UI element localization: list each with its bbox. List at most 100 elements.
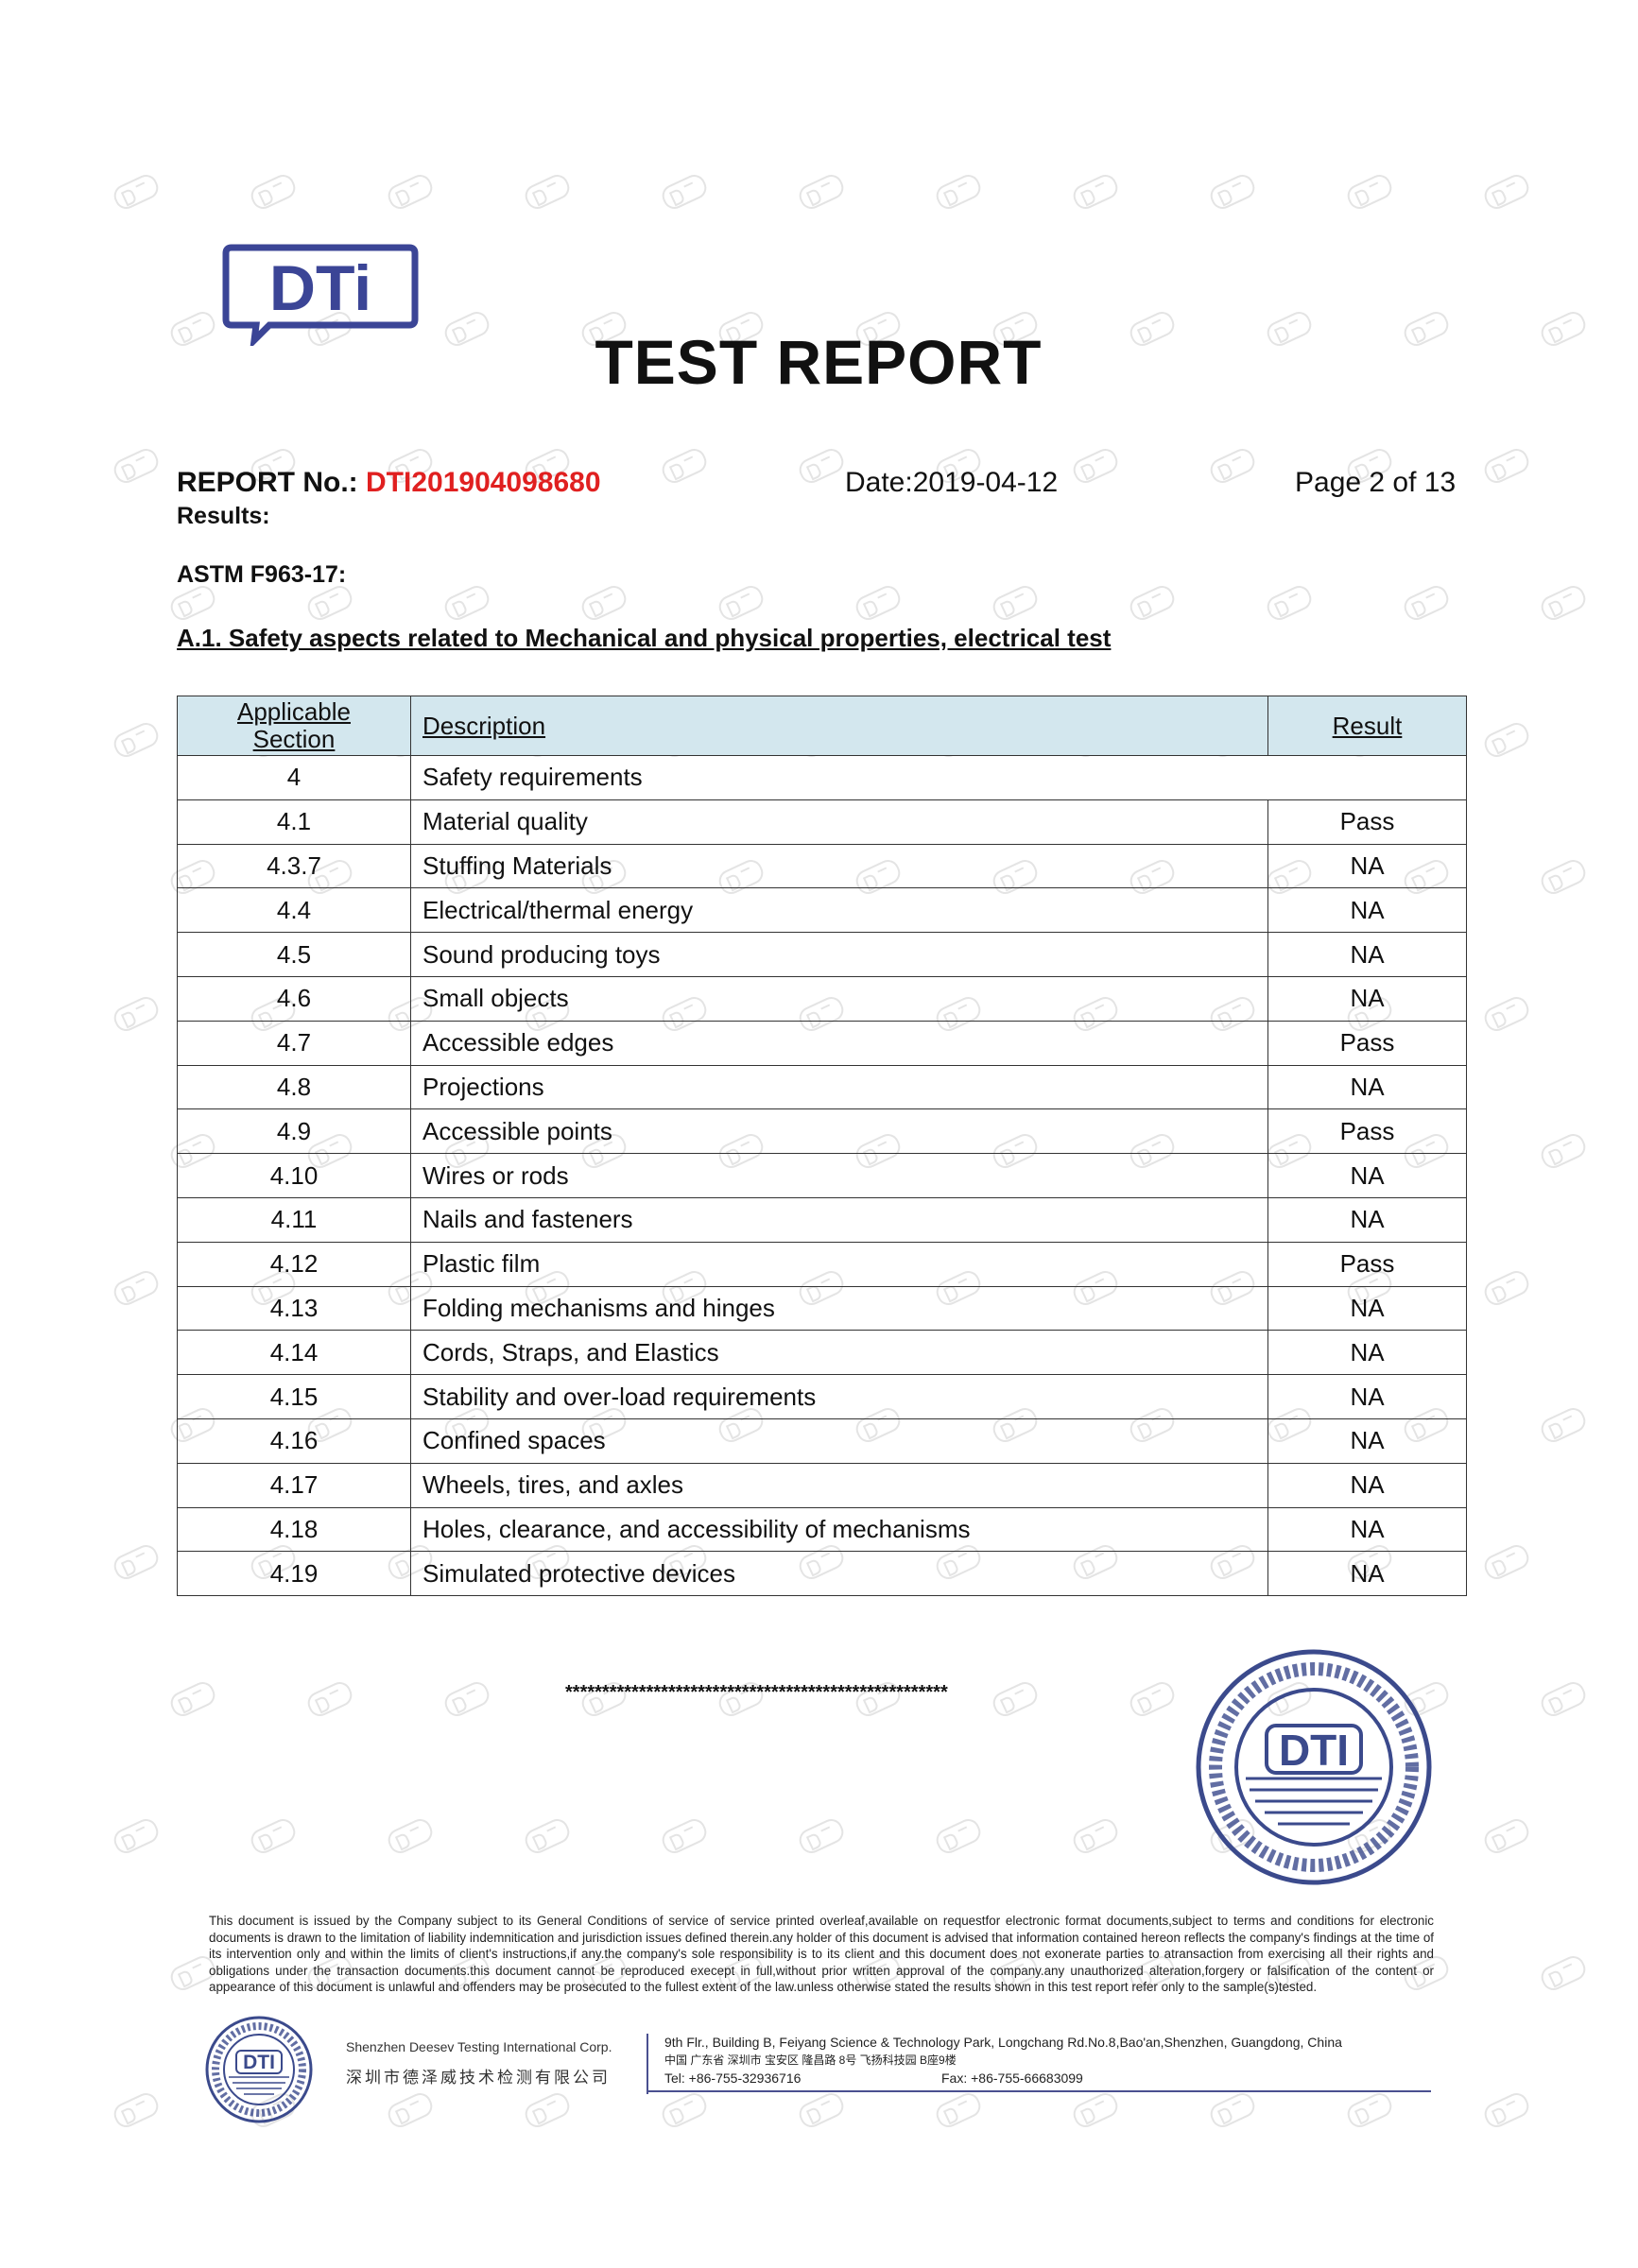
phone-number: Tel: +86-755-32936716 [664, 2070, 802, 2086]
cell-section: 4.4 [177, 887, 411, 934]
watermark-dti-mark [1206, 2089, 1259, 2131]
cell-description: Stuffing Materials [410, 843, 1268, 889]
footer-divider-horizontal [647, 2090, 1431, 2092]
cell-section: 4.6 [177, 975, 411, 1022]
cell-description: Cords, Straps, and Elastics [410, 1330, 1268, 1376]
footer-divider-vertical [647, 2034, 648, 2094]
cell-result: NA [1267, 1506, 1467, 1553]
report-number-value: DTI201904098680 [366, 467, 601, 498]
cell-result: NA [1267, 1551, 1467, 1597]
watermark-dti-mark [1480, 993, 1533, 1035]
cell-description: Nails and fasteners [410, 1196, 1268, 1243]
watermark-dti-mark [1069, 2089, 1122, 2131]
cell-description: Safety requirements [410, 755, 1467, 800]
stamp-center-text: DTI [1279, 1726, 1349, 1775]
cell-description: Accessible points [410, 1108, 1268, 1155]
cell-section: 4 [177, 755, 411, 800]
disclaimer-text: This document is issued by the Company s… [209, 1914, 1434, 1994]
cell-description: Projections [410, 1064, 1268, 1110]
watermark-dti-mark [1537, 856, 1590, 898]
cell-section: 4.11 [177, 1196, 411, 1243]
results-label: Results: [177, 503, 270, 529]
end-marker: ****************************************… [565, 1682, 948, 1703]
table-row: 4.1 Material quality Pass [177, 799, 1467, 845]
watermark-dti-mark [1480, 1267, 1533, 1309]
watermark-dti-mark [1537, 1404, 1590, 1446]
watermark-dti-mark [795, 2089, 848, 2131]
report-number: REPORT No.: DTI201904098680 [177, 467, 601, 499]
cell-description: Electrical/thermal energy [410, 887, 1268, 934]
table-row: 4.4 Electrical/thermal energy NA [177, 887, 1467, 934]
watermark-dti-mark [1126, 1678, 1179, 1720]
table-row: 4.15 Stability and over-load requirements… [177, 1374, 1467, 1419]
watermark-dti-mark [303, 1678, 356, 1720]
watermark-dti-mark [1480, 171, 1533, 213]
watermark-dti-mark [795, 1815, 848, 1857]
cell-result: Pass [1267, 1020, 1467, 1066]
watermark-dti-mark [1480, 445, 1533, 487]
watermark-dti-mark [166, 1678, 219, 1720]
watermark-dti-mark [658, 1815, 711, 1857]
cell-result: NA [1267, 1285, 1467, 1332]
cell-result: NA [1267, 1064, 1467, 1110]
table-row: 4.7 Accessible edges Pass [177, 1020, 1467, 1066]
company-name-en: Shenzhen Deesev Testing International Co… [346, 2039, 612, 2054]
table-row: 4.11 Nails and fasteners NA [177, 1196, 1467, 1243]
watermark-dti-mark [1206, 445, 1259, 487]
cell-description: Stability and over-load requirements [410, 1374, 1268, 1419]
cell-section: 4.17 [177, 1462, 411, 1508]
watermark-dti-mark [440, 1678, 493, 1720]
watermark-dti-mark [932, 171, 985, 213]
table-row: 4.19 Simulated protective devices NA [177, 1551, 1467, 1597]
cell-section: 4.16 [177, 1418, 411, 1464]
watermark-dti-mark [1480, 1815, 1533, 1857]
cell-result: NA [1267, 932, 1467, 977]
section-title: A.1. Safety aspects related to Mechanica… [177, 624, 1112, 652]
watermark-dti-mark [110, 719, 163, 761]
table-row: 4.6 Small objects NA [177, 975, 1467, 1022]
cell-section: 4.8 [177, 1064, 411, 1110]
cell-description: Simulated protective devices [410, 1551, 1268, 1597]
watermark-dti-mark [1537, 1130, 1590, 1172]
cell-description: Holes, clearance, and accessibility of m… [410, 1506, 1268, 1553]
watermark-dti-mark [110, 171, 163, 213]
page-title: TEST REPORT [595, 327, 1043, 397]
cell-section: 4.3.7 [177, 843, 411, 889]
logo-text: DTi [269, 252, 371, 324]
table-row: 4.8 Projections NA [177, 1064, 1467, 1110]
watermark-dti-mark [989, 1678, 1042, 1720]
table-row: 4.13 Folding mechanisms and hinges NA [177, 1285, 1467, 1332]
cell-result: Pass [1267, 799, 1467, 845]
watermark-dti-mark [110, 2089, 163, 2131]
cell-description: Wheels, tires, and axles [410, 1462, 1268, 1508]
watermark-dti-mark [521, 2089, 574, 2131]
watermark-dti-mark [578, 582, 630, 624]
watermark-dti-mark [384, 171, 437, 213]
cell-result: Pass [1267, 1241, 1467, 1287]
cell-result: NA [1267, 1462, 1467, 1508]
table-row: 4.10 Wires or rods NA [177, 1153, 1467, 1198]
footer-stamp-logo: DTI [205, 2016, 313, 2123]
watermark-dti-mark [1263, 582, 1316, 624]
header-section: Applicable Section [177, 696, 411, 756]
table-row: 4.17 Wheels, tires, and axles NA [177, 1462, 1467, 1508]
watermark-dti-mark [1343, 171, 1396, 213]
cell-result: NA [1267, 1374, 1467, 1419]
address-en: 9th Flr., Building B, Feiyang Science & … [664, 2035, 1342, 2050]
watermark-dti-mark [110, 445, 163, 487]
company-stamp: DTI [1196, 1649, 1432, 1885]
table-row: 4.3.7 Stuffing Materials NA [177, 843, 1467, 889]
watermark-dti-mark [1069, 445, 1122, 487]
watermark-dti-mark [110, 1541, 163, 1583]
fax-number: Fax: +86-755-66683099 [941, 2070, 1083, 2086]
cell-result: NA [1267, 1330, 1467, 1376]
watermark-dti-mark [989, 582, 1042, 624]
watermark-dti-mark [932, 1815, 985, 1857]
address-cn: 中国 广东省 深圳市 宝安区 隆昌路 8号 飞扬科技园 B座9楼 [664, 2053, 957, 2067]
watermark-dti-mark [166, 308, 219, 350]
watermark-dti-mark [715, 582, 767, 624]
cell-section: 4.15 [177, 1374, 411, 1419]
watermark-dti-mark [1537, 1952, 1590, 1994]
cell-section: 4.13 [177, 1285, 411, 1332]
watermark-dti-mark [384, 1815, 437, 1857]
